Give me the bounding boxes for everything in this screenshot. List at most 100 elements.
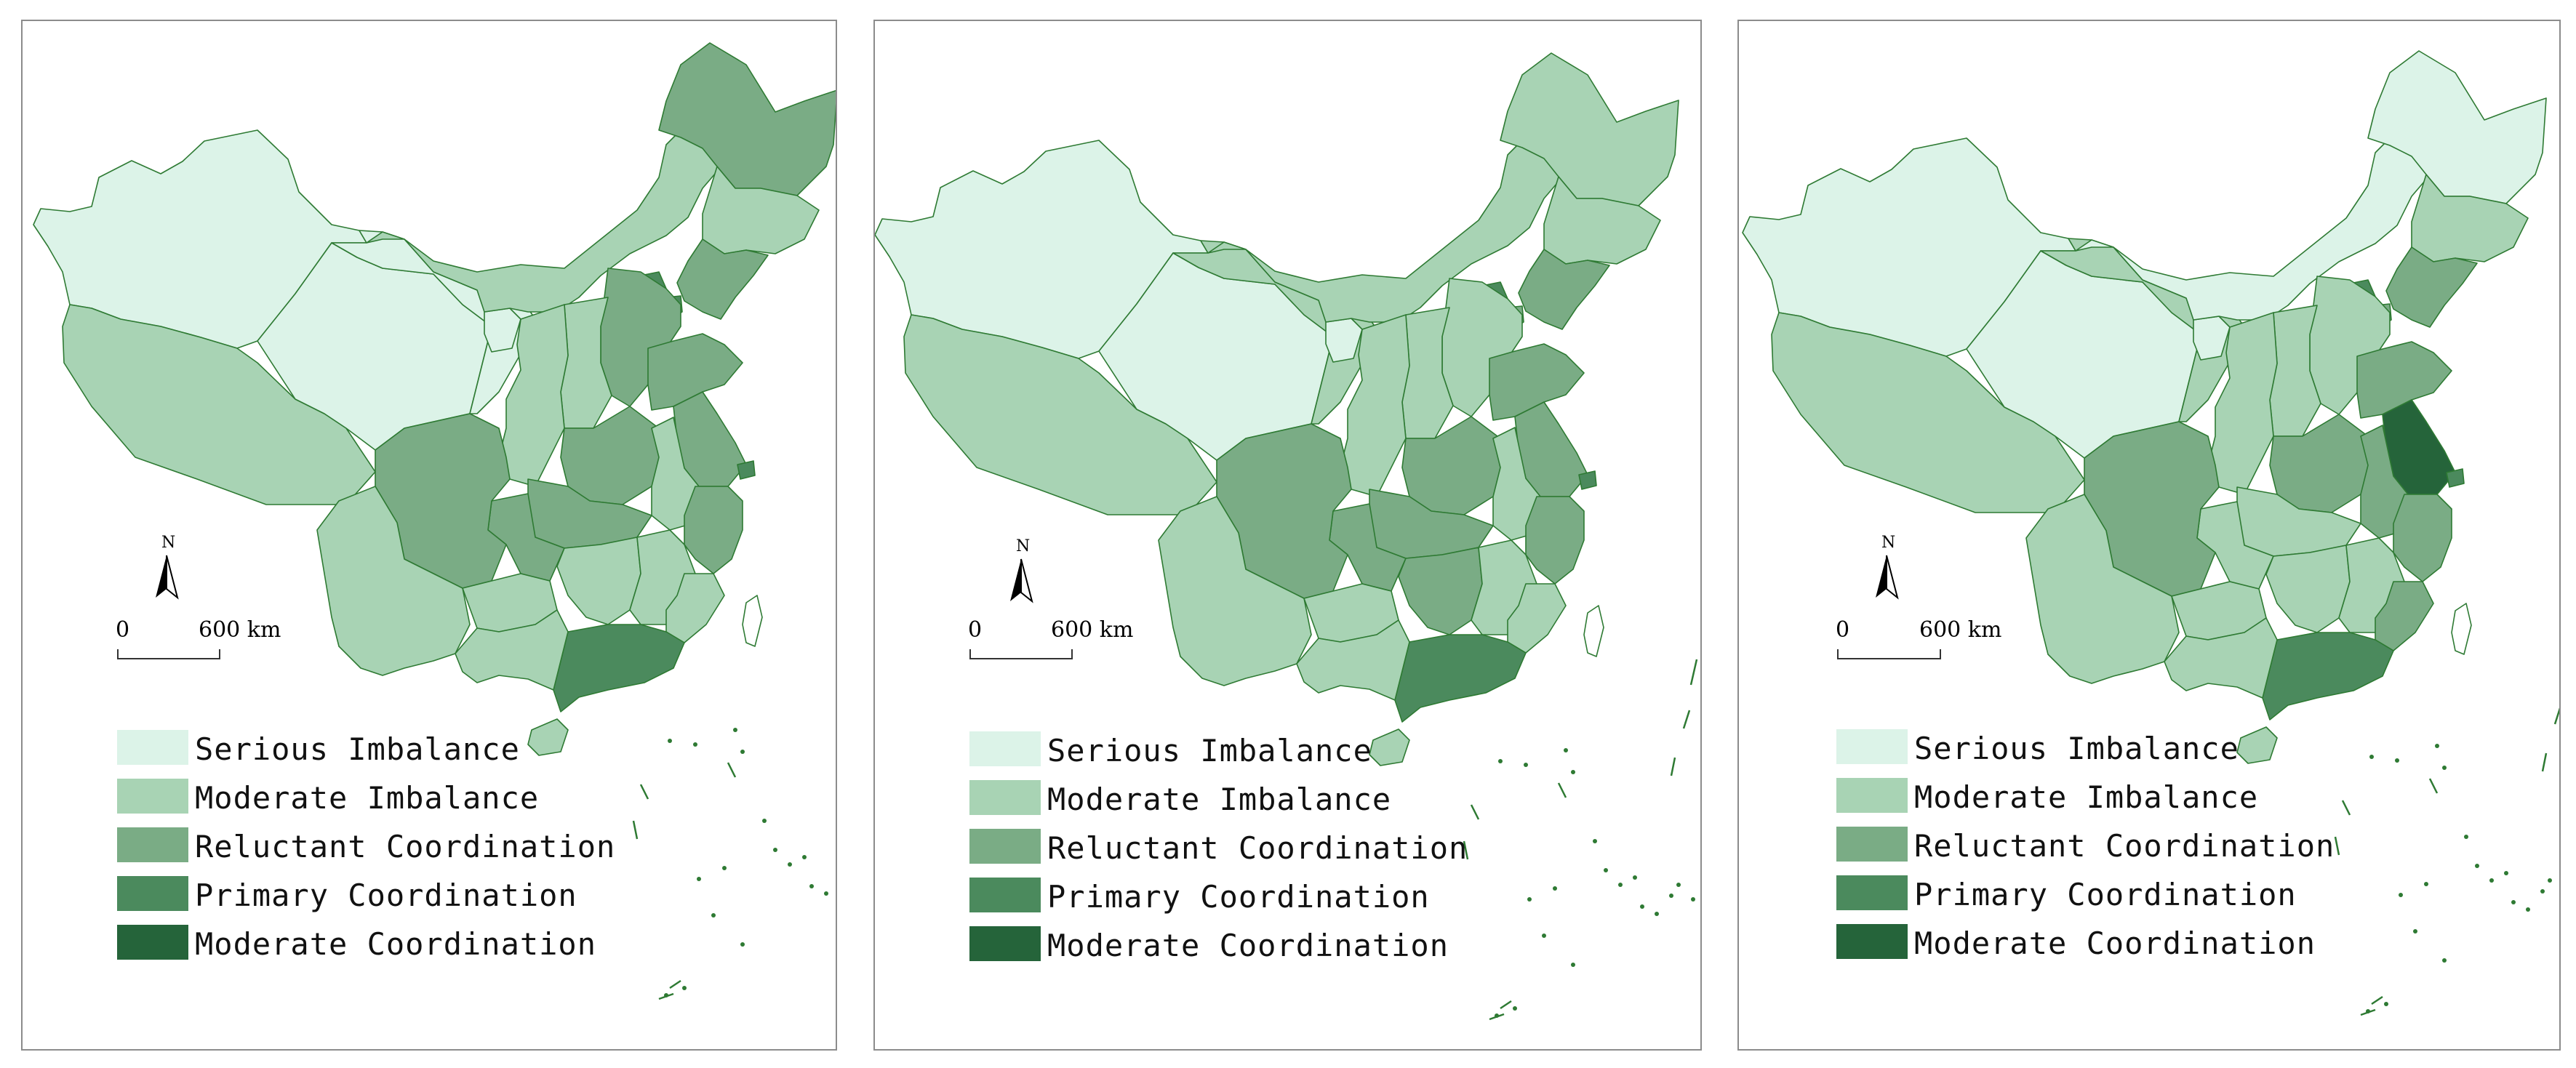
province-shandong — [647, 333, 743, 411]
province-shandong — [2356, 341, 2452, 419]
island-dot — [762, 819, 767, 823]
scale-zero-label: 0 — [1836, 617, 1850, 643]
island-dot — [2526, 907, 2530, 912]
legend-label: Serious Imbalance — [1047, 733, 1372, 768]
island-dot — [1564, 748, 1568, 752]
island-dot — [697, 877, 701, 881]
island-dot — [1593, 839, 1597, 843]
north-arrow-icon — [1010, 558, 1033, 603]
island-dot — [2442, 958, 2447, 963]
legend-swatch — [1836, 827, 1908, 862]
scale-line — [969, 649, 1073, 659]
province-shaanxi — [1340, 314, 1410, 497]
island-dot — [1524, 763, 1528, 767]
province-anhui — [651, 417, 700, 531]
legend-label: Moderate Imbalance — [1047, 782, 1392, 817]
legend-swatch — [117, 779, 188, 814]
south-china-sea-islands — [1463, 659, 1698, 1021]
province-jilin — [2411, 174, 2529, 262]
province-taiwan — [1583, 605, 1604, 657]
legend-label: Primary Coordination — [1914, 877, 2297, 912]
boundary-dash — [1670, 757, 1676, 776]
boundary-dash — [2360, 1008, 2376, 1016]
island-dot — [2504, 871, 2508, 875]
north-arrow: N — [1870, 534, 1913, 614]
boundary-dash — [2553, 707, 2559, 725]
island-dot — [1571, 963, 1575, 967]
legend-swatch — [117, 827, 188, 862]
china-map — [875, 52, 1698, 1021]
legend-label: Moderate Coordination — [195, 926, 597, 962]
province-taiwan — [2451, 603, 2472, 655]
province-heilongjiang — [2367, 50, 2547, 204]
legend-swatch — [969, 780, 1041, 815]
province-yunnan — [316, 486, 471, 676]
boundary-dash — [1689, 659, 1698, 686]
boundary-dash — [2371, 995, 2383, 1005]
province-zhejiang — [1525, 496, 1585, 585]
island-dot — [824, 891, 828, 896]
island-dot — [802, 855, 807, 859]
island-dot — [773, 848, 777, 852]
island-dot — [2511, 900, 2516, 904]
legend-label: Moderate Imbalance — [195, 780, 540, 816]
province-guangxi — [455, 609, 569, 691]
island-dot — [2464, 835, 2468, 839]
legend-label: Serious Imbalance — [1914, 731, 2239, 766]
map-panel-2: N 0 600 km Serious Imbalance Moderate Imbala… — [873, 20, 1702, 1051]
north-arrow: N — [1004, 537, 1048, 617]
map-panel-3: N 0 600 km Serious Imbalance Moderate Imbala… — [1737, 20, 2561, 1051]
province-hunan — [556, 537, 641, 625]
province-shanghai — [1578, 470, 1597, 490]
boundary-dash — [1463, 840, 1469, 860]
island-dot — [722, 866, 727, 870]
legend-swatch — [969, 926, 1041, 961]
province-yunnan — [2025, 494, 2180, 684]
legend-swatch — [969, 731, 1041, 766]
legend-swatch — [117, 876, 188, 911]
island-dot — [740, 750, 745, 754]
province-yunnan — [1158, 496, 1312, 686]
province-guangxi — [1296, 619, 1410, 701]
province-taiwan — [742, 595, 763, 647]
island-dot — [682, 986, 687, 990]
legend-swatch — [1836, 924, 1908, 959]
province-shanghai — [737, 460, 756, 480]
province-liaoning — [2385, 246, 2478, 328]
legend-swatch — [117, 925, 188, 960]
boundary-dash — [639, 784, 649, 800]
scale-distance-label: 600 km — [199, 617, 281, 643]
province-shanghai — [2446, 468, 2465, 488]
legend-label: Moderate Coordination — [1914, 926, 2316, 961]
legend-label: Reluctant Coordination — [1047, 830, 1468, 866]
province-shaanxi — [2207, 312, 2278, 495]
island-dot — [2395, 758, 2399, 763]
legend-label: Moderate Coordination — [1047, 928, 1449, 963]
province-hunan — [2265, 545, 2351, 633]
legend-label: Reluctant Coordination — [195, 829, 616, 864]
legend-swatch — [969, 829, 1041, 864]
boundary-dash — [1500, 1000, 1512, 1010]
province-hainan — [2236, 726, 2278, 764]
north-arrow: N — [150, 534, 193, 614]
island-dot — [809, 884, 814, 888]
island-dot — [1640, 904, 1644, 909]
legend-label: Serious Imbalance — [195, 731, 520, 767]
china-map — [1742, 50, 2559, 1016]
north-label: N — [1881, 534, 1896, 552]
province-liaoning — [676, 238, 769, 320]
scale-line — [1837, 649, 1941, 659]
boundary-dash — [632, 820, 639, 840]
island-dot — [2424, 882, 2428, 886]
legend-swatch — [969, 878, 1041, 912]
south-china-sea-islands — [2334, 707, 2559, 1016]
island-dot — [1527, 897, 1532, 902]
scale-line — [117, 649, 220, 659]
legend-swatch — [1836, 778, 1908, 813]
legend-swatch — [117, 730, 188, 765]
north-arrow-icon — [1876, 555, 1899, 600]
province-zhejiang — [684, 486, 743, 574]
island-dot — [2413, 929, 2417, 934]
island-dot — [1618, 883, 1623, 887]
province-shaanxi — [498, 304, 569, 487]
